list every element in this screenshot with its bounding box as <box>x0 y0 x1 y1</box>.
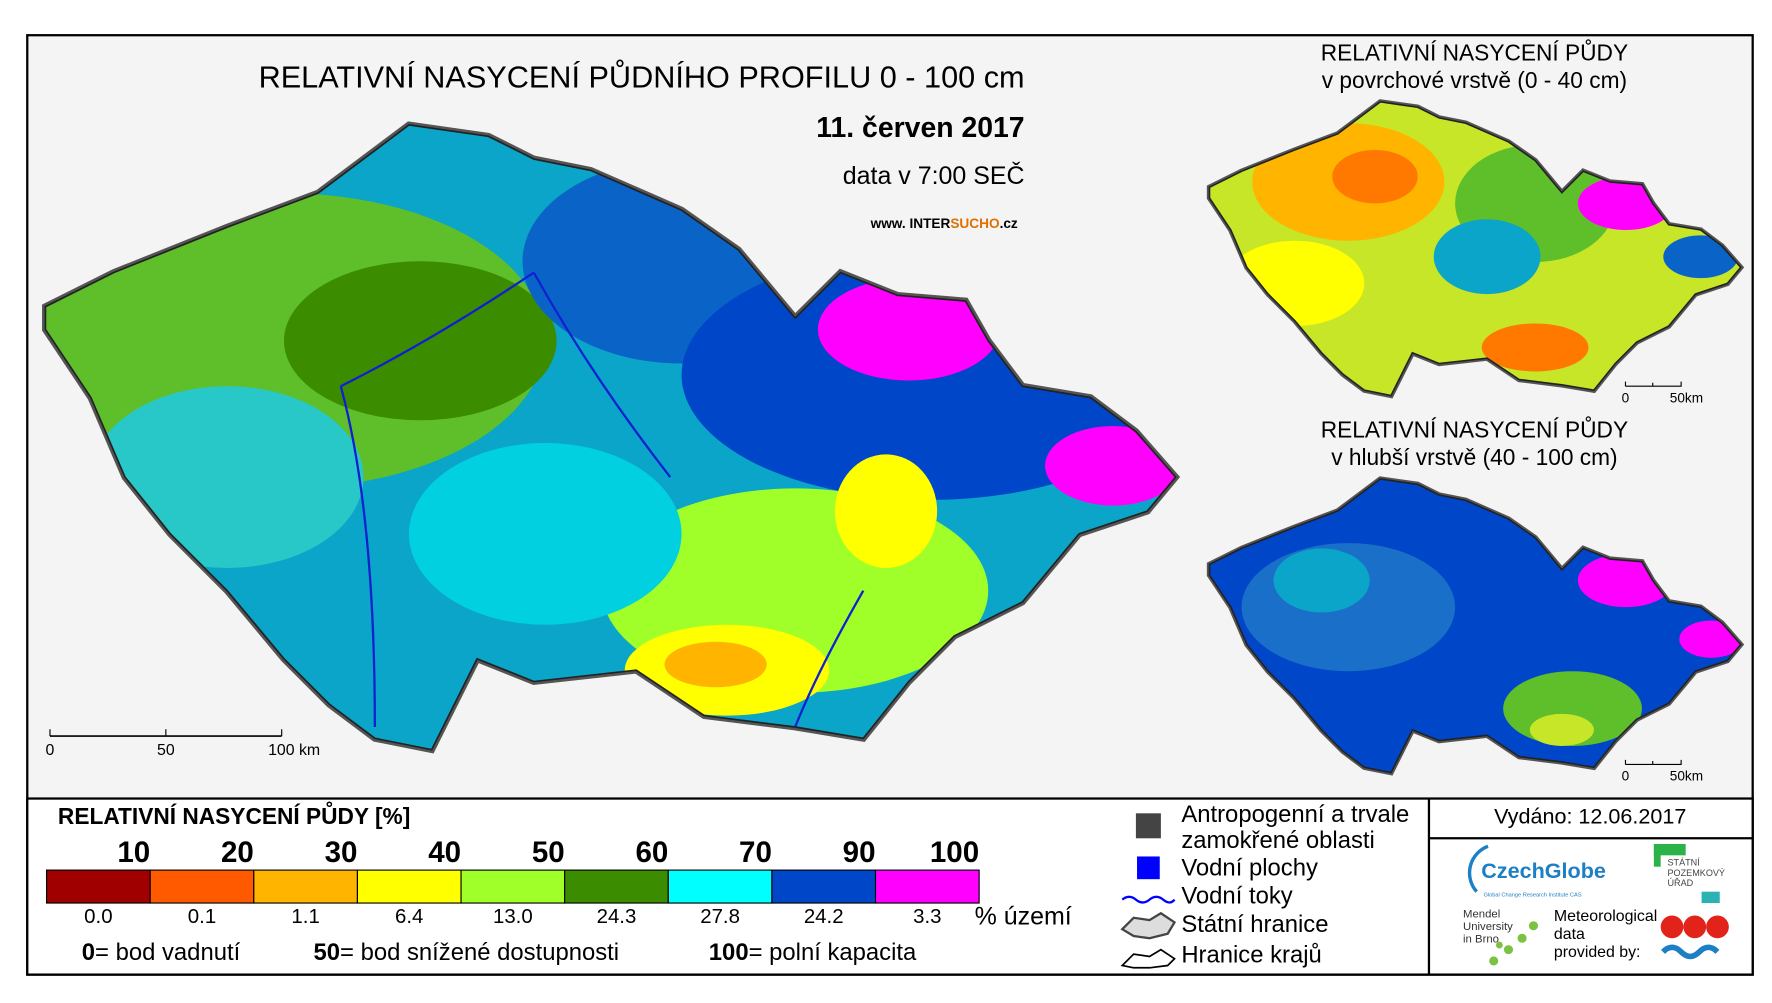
scale-label: 50km <box>1670 769 1703 784</box>
logo-mendel: in Brno <box>1463 933 1499 945</box>
logo-mendel-dots <box>1489 921 1539 966</box>
legend-share: 3.3 <box>913 905 941 928</box>
symbol-label: zamokřené oblasti <box>1181 827 1374 854</box>
legend-notes: 0= bod vadnutí 50= bod snížené dostupnost… <box>82 939 917 966</box>
map-time: data v 7:00 SEČ <box>843 161 1025 190</box>
scale-label: 0 <box>1622 390 1630 405</box>
map-date: 11. červen 2017 <box>816 112 1024 144</box>
logo-meteo: Meteorological <box>1554 908 1657 925</box>
legend-note-text: = polní kapacita <box>749 939 917 966</box>
legend-note-text: = bod vadnutí <box>95 939 241 966</box>
symbol-label: Vodní plochy <box>1181 854 1318 881</box>
website-part: .cz <box>1000 215 1018 230</box>
legend-note-key: 0 <box>82 939 95 966</box>
symbol-river <box>1121 895 1176 904</box>
legend-swatch <box>149 869 255 904</box>
inset-title: RELATIVNÍ NASYCENÍ PŮDY <box>1321 417 1628 443</box>
legend-note-key: 50 <box>314 939 341 966</box>
scale-label: 50 <box>157 742 175 759</box>
legend-swatch <box>564 869 669 904</box>
river <box>339 271 865 728</box>
logo-spu: ÚŘAD <box>1667 878 1693 888</box>
legend-share: 24.2 <box>804 905 844 928</box>
legend-swatch <box>356 869 462 904</box>
legend-threshold: 60 <box>635 836 668 869</box>
logo-meteo: data <box>1554 926 1585 943</box>
logo-czechglobe: CzechGlobe <box>1481 858 1606 883</box>
logo-mendel: Mendel <box>1463 908 1500 920</box>
logo-czechglobe-sub: Global Change Research Institute CAS <box>1483 893 1581 899</box>
inset-title: v povrchové vrstvě (0 - 40 cm) <box>1322 67 1627 93</box>
legend-threshold: 100 <box>930 836 979 869</box>
legend-share: 13.0 <box>493 905 533 928</box>
issued: Vydáno: 12.06.2017 <box>1494 804 1686 829</box>
legend-note-text: = bod snížené dostupnosti <box>340 939 619 966</box>
legend-threshold: 90 <box>843 836 876 869</box>
legend-swatch <box>874 869 980 904</box>
logo-arc <box>1467 844 1489 893</box>
symbol-label: Hranice krajů <box>1181 942 1321 969</box>
website-part: www. INTER <box>870 215 951 230</box>
legend-note-key: 100 <box>709 939 749 966</box>
scale-label: 50km <box>1670 390 1703 405</box>
map-title: RELATIVNÍ NASYCENÍ PŮDNÍHO PROFILU 0 - 1… <box>259 59 1025 95</box>
inset-title: v hlubší vrstvě (40 - 100 cm) <box>1331 444 1617 470</box>
symbol-region-border <box>1120 948 1176 969</box>
logo-spu: STÁTNÍ <box>1667 858 1700 868</box>
legend-note: 50= bod snížené dostupnosti <box>314 939 620 966</box>
legend-swatch <box>46 869 151 904</box>
symbol-label: Státní hranice <box>1181 911 1328 938</box>
legend-swatch <box>667 869 773 904</box>
legend-share: 6.4 <box>395 905 423 928</box>
legend-threshold: 50 <box>532 836 565 869</box>
legend-title: RELATIVNÍ NASYCENÍ PŮDY [%] <box>58 801 410 829</box>
share-unit: % území <box>975 902 1072 930</box>
legend-share: 24.3 <box>597 905 637 928</box>
legend-share: 0.0 <box>84 905 112 928</box>
legend-note: 0= bod vadnutí <box>82 939 241 966</box>
symbol-state-border <box>1120 911 1177 940</box>
logo-chmi <box>1660 915 1729 960</box>
scale-label: 100 km <box>268 742 320 759</box>
legend-share: 1.1 <box>291 905 319 928</box>
scale-label: 0 <box>1622 769 1630 784</box>
legend-swatch <box>771 869 877 904</box>
legend-share: 0.1 <box>188 905 216 928</box>
website: www. INTERSUCHO.cz <box>870 215 1018 230</box>
legend-bar: 0.0 0.1 1.1 6.4 13.0 24.3 27.8 24.2 3.3 10 20 30 40 5… <box>46 836 980 928</box>
symbol-water-area <box>1137 856 1160 880</box>
inset-title: RELATIVNÍ NASYCENÍ PŮDY <box>1321 40 1628 66</box>
scale-label: 0 <box>46 742 55 759</box>
logo-spu-mark <box>1701 891 1720 904</box>
symbol-label: Vodní toky <box>1181 883 1292 910</box>
legend-share: 27.8 <box>700 905 740 928</box>
logo-spu: POZEMKOVÝ <box>1667 868 1725 878</box>
legend-threshold: 10 <box>117 836 150 869</box>
symbol-anthropogenic <box>1135 813 1161 839</box>
logo-spu-mark <box>1653 843 1661 867</box>
logo-meteo: provided by: <box>1554 944 1641 961</box>
legend-threshold: 30 <box>325 836 358 869</box>
legend-threshold: 20 <box>221 836 254 869</box>
inset-scale: 0 50km 0 50km <box>1622 381 1703 784</box>
legend-note: 100= polní kapacita <box>709 939 917 966</box>
legend-threshold: 70 <box>739 836 772 869</box>
legend-threshold: 40 <box>428 836 461 869</box>
website-part: SUCHO <box>950 215 1000 230</box>
legend-swatch <box>460 869 566 904</box>
legend-swatch <box>253 869 358 904</box>
symbol-label: Antropogenní a trvale <box>1181 801 1409 828</box>
logo-mendel: University <box>1463 921 1513 933</box>
logo-spu-mark <box>1653 843 1686 856</box>
